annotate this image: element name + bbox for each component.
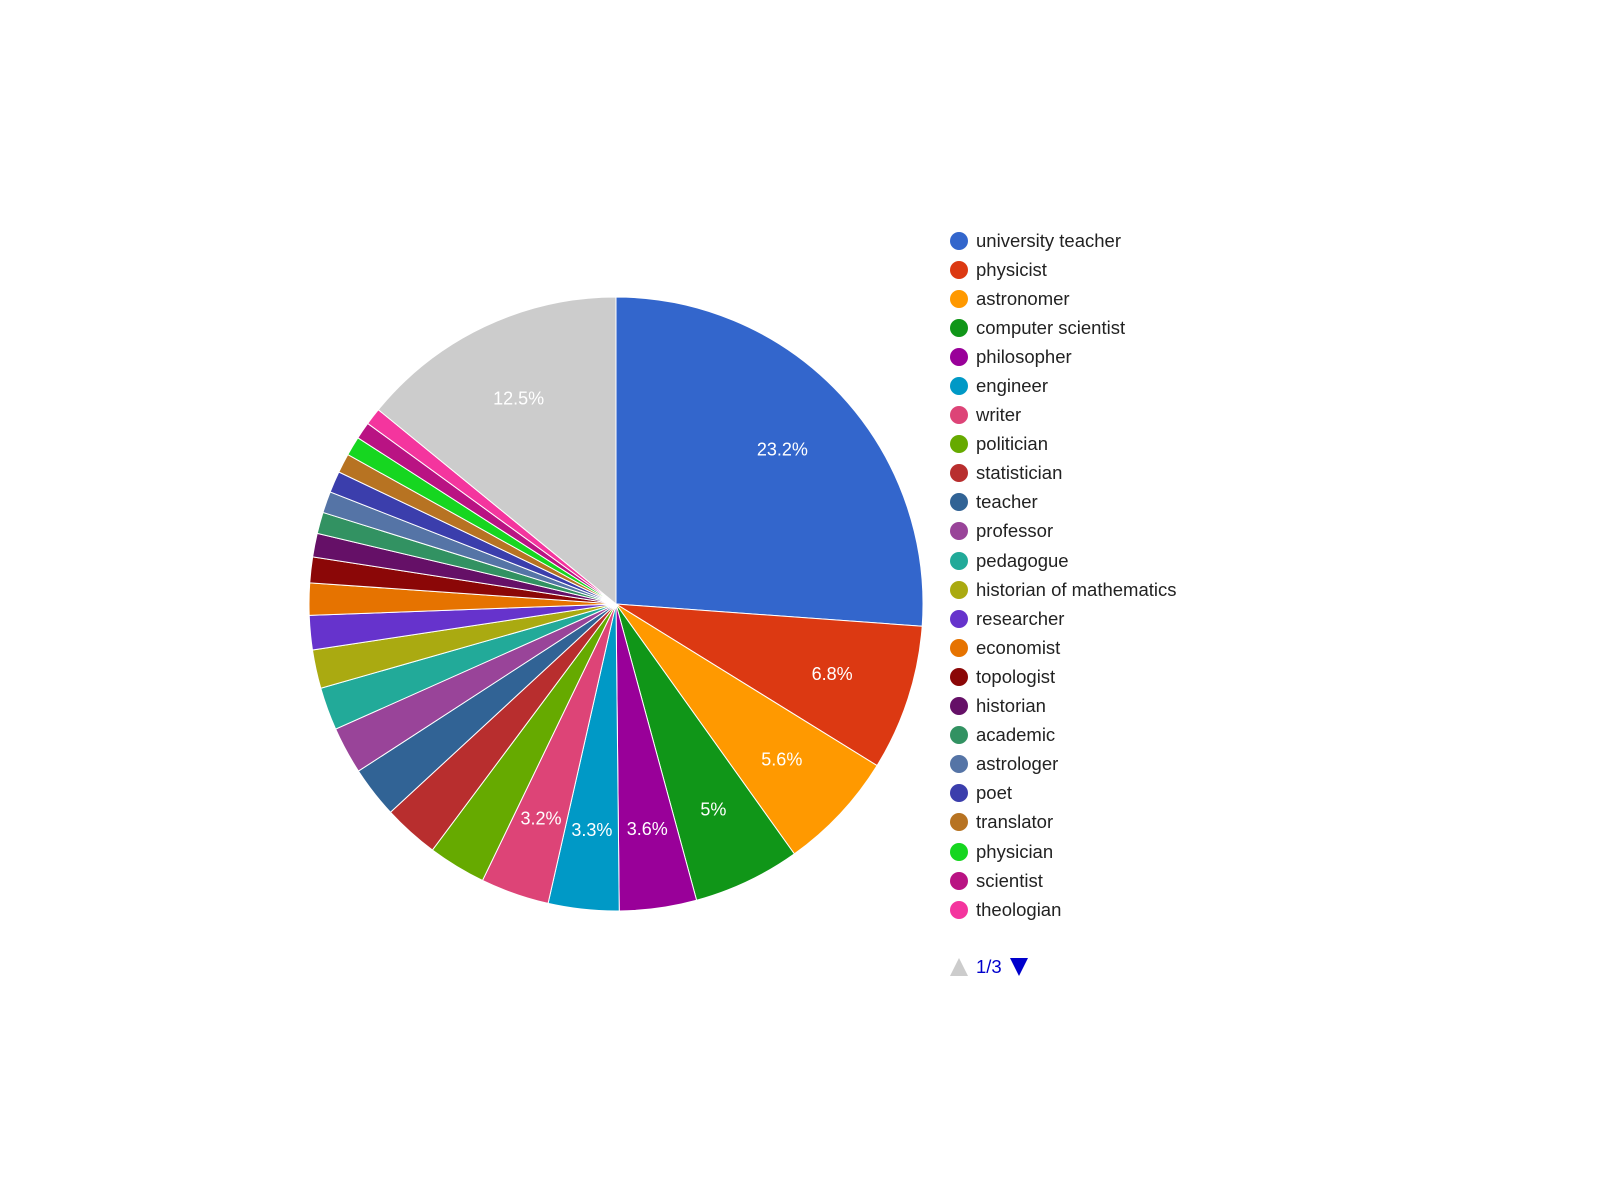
legend-label: scientist bbox=[976, 869, 1043, 891]
legend-swatch-icon bbox=[950, 406, 968, 425]
legend-label: poet bbox=[976, 782, 1013, 804]
legend-label: statistician bbox=[976, 462, 1063, 484]
pie-slice-university-teacher[interactable] bbox=[615, 296, 924, 627]
legend-item[interactable]: teacher bbox=[950, 488, 1177, 517]
legend-label: teacher bbox=[976, 491, 1038, 513]
legend-label: computer scientist bbox=[976, 316, 1126, 338]
pie-slice-physicist[interactable] bbox=[615, 603, 923, 767]
legend-pager: 1/3 bbox=[950, 956, 1028, 978]
legend-swatch-icon bbox=[950, 784, 968, 803]
triangle-up-icon bbox=[950, 958, 968, 976]
pie-slice-other[interactable] bbox=[377, 296, 617, 606]
legend-item[interactable]: engineer bbox=[950, 371, 1177, 400]
legend-item[interactable]: statistician bbox=[950, 459, 1177, 488]
legend-item[interactable]: physicist bbox=[950, 255, 1177, 284]
triangle-down-icon[interactable] bbox=[1009, 958, 1028, 976]
legend-label: astronomer bbox=[976, 287, 1070, 309]
legend-swatch-icon bbox=[950, 260, 968, 279]
legend-swatch-icon bbox=[950, 318, 968, 337]
legend-label: theologian bbox=[976, 898, 1062, 920]
legend-swatch-icon bbox=[950, 871, 968, 890]
legend-item[interactable]: poet bbox=[950, 779, 1177, 808]
pie-slice-labels: 23.2% 6.8% 5.6% 5% 3.6% 3.3% 3.2% 12.5% bbox=[493, 389, 852, 840]
legend-swatch-icon bbox=[950, 726, 968, 745]
legend-label: professor bbox=[976, 520, 1054, 542]
legend-item[interactable]: translator bbox=[950, 808, 1177, 837]
legend-label: topologist bbox=[976, 665, 1056, 687]
pie-slice-percent-label: 12.5% bbox=[493, 389, 544, 409]
pie-slice-percent-label: 3.2% bbox=[520, 808, 561, 828]
legend-swatch-icon bbox=[950, 900, 968, 919]
legend-item[interactable]: university teacher bbox=[950, 226, 1177, 255]
legend-swatch-icon bbox=[950, 493, 968, 512]
legend-swatch-icon bbox=[950, 842, 968, 861]
chart-legend: university teacher physicist astronomer com… bbox=[950, 226, 1177, 924]
legend-item[interactable]: computer scientist bbox=[950, 313, 1177, 342]
legend-swatch-icon bbox=[950, 464, 968, 483]
pie-slices bbox=[308, 296, 924, 912]
legend-item[interactable]: topologist bbox=[950, 662, 1177, 691]
legend-item[interactable]: pedagogue bbox=[950, 546, 1177, 575]
legend-label: astrologer bbox=[976, 753, 1059, 775]
legend-label: historian of mathematics bbox=[976, 578, 1177, 600]
legend-label: writer bbox=[976, 404, 1022, 426]
legend-item[interactable]: professor bbox=[950, 517, 1177, 546]
legend-swatch-icon bbox=[950, 638, 968, 657]
pie-slice-percent-label: 3.3% bbox=[571, 820, 612, 840]
legend-item[interactable]: astrologer bbox=[950, 750, 1177, 779]
legend-item[interactable]: historian bbox=[950, 692, 1177, 721]
legend-page-indicator: 1/3 bbox=[976, 956, 1002, 977]
legend-item[interactable]: writer bbox=[950, 401, 1177, 430]
legend-label: translator bbox=[976, 811, 1054, 833]
legend-item[interactable]: theologian bbox=[950, 895, 1177, 924]
legend-label: academic bbox=[976, 724, 1056, 746]
legend-swatch-icon bbox=[950, 813, 968, 832]
pie-slice-percent-label: 3.6% bbox=[627, 819, 668, 839]
legend-item[interactable]: scientist bbox=[950, 866, 1177, 895]
legend-swatch-icon bbox=[950, 667, 968, 686]
legend-swatch-icon bbox=[950, 755, 968, 774]
legend-swatch-icon bbox=[950, 377, 968, 396]
legend-item[interactable]: politician bbox=[950, 430, 1177, 459]
legend-swatch-icon bbox=[950, 697, 968, 716]
legend-swatch-icon bbox=[950, 609, 968, 628]
pie-slice-percent-label: 23.2% bbox=[757, 439, 808, 459]
legend-item[interactable]: academic bbox=[950, 721, 1177, 750]
legend-swatch-icon bbox=[950, 231, 968, 250]
legend-item[interactable]: researcher bbox=[950, 604, 1177, 633]
legend-swatch-icon bbox=[950, 522, 968, 541]
pie-slice-percent-label: 5% bbox=[700, 799, 726, 819]
legend-label: physicist bbox=[976, 258, 1047, 280]
legend-item[interactable]: physician bbox=[950, 837, 1177, 866]
legend-label: researcher bbox=[976, 607, 1065, 629]
legend-item[interactable]: philosopher bbox=[950, 342, 1177, 371]
legend-item[interactable]: historian of mathematics bbox=[950, 575, 1177, 604]
legend-label: pedagogue bbox=[976, 549, 1069, 571]
pie-slice-percent-label: 5.6% bbox=[761, 749, 802, 769]
legend-label: engineer bbox=[976, 375, 1049, 397]
legend-swatch-icon bbox=[950, 580, 968, 599]
legend-swatch-icon bbox=[950, 551, 968, 570]
legend-label: politician bbox=[976, 433, 1048, 455]
legend-swatch-icon bbox=[950, 347, 968, 366]
legend-swatch-icon bbox=[950, 435, 968, 454]
legend-label: historian bbox=[976, 695, 1046, 717]
legend-label: economist bbox=[976, 636, 1061, 658]
legend-swatch-icon bbox=[950, 289, 968, 308]
legend-item[interactable]: economist bbox=[950, 633, 1177, 662]
legend-label: philosopher bbox=[976, 345, 1072, 367]
legend-item[interactable]: astronomer bbox=[950, 284, 1177, 313]
legend-label: physician bbox=[976, 840, 1054, 862]
pie-slice-astronomer[interactable] bbox=[615, 603, 878, 855]
pie-slice-percent-label: 6.8% bbox=[812, 664, 853, 684]
legend-label: university teacher bbox=[976, 229, 1121, 251]
